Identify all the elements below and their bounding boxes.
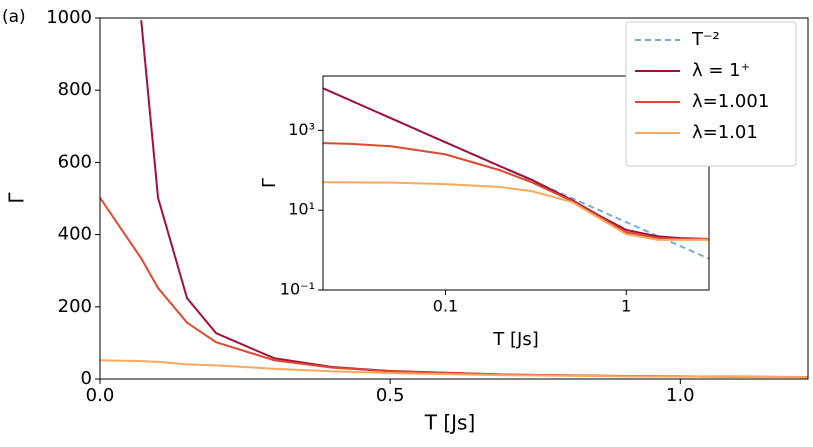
y-axis-label: Γ bbox=[5, 192, 29, 204]
line-series bbox=[323, 87, 709, 240]
y-tick-label: 0 bbox=[81, 368, 92, 389]
x-tick-label: 0.0 bbox=[86, 385, 115, 406]
x-tick-label: 0.1 bbox=[433, 297, 458, 316]
legend-label: T⁻² bbox=[691, 29, 720, 50]
legend-label: λ=1.01 bbox=[692, 122, 758, 143]
y-axis-label: Γ bbox=[259, 178, 280, 188]
x-tick-label: 1 bbox=[621, 297, 631, 316]
y-tick-label: 400 bbox=[58, 224, 92, 245]
y-tick-label: 10¹ bbox=[288, 200, 315, 219]
line-series bbox=[323, 142, 709, 240]
line-series bbox=[100, 359, 808, 379]
y-tick-label: 1000 bbox=[46, 7, 92, 28]
plot-area bbox=[323, 87, 709, 260]
legend-box bbox=[625, 21, 797, 167]
y-tick-label: 10³ bbox=[288, 120, 315, 139]
panel-label: (a) bbox=[2, 7, 26, 27]
y-tick-label: 800 bbox=[58, 79, 92, 100]
axes-frame bbox=[322, 75, 710, 291]
x-axis-label: T [Js] bbox=[492, 329, 538, 350]
plot-area bbox=[100, 20, 808, 379]
line-series bbox=[323, 181, 709, 241]
y-tick-label: 600 bbox=[58, 151, 92, 172]
legend-label: λ=1.001 bbox=[692, 91, 769, 112]
y-tick-label: 10⁻¹ bbox=[280, 280, 315, 299]
x-tick-label: 1.0 bbox=[666, 385, 695, 406]
legend-label: λ = 1⁺ bbox=[692, 60, 750, 81]
x-axis-label: T [Js] bbox=[424, 411, 476, 435]
x-tick-label: 0.5 bbox=[376, 385, 405, 406]
axes-frame bbox=[99, 17, 809, 380]
y-tick-label: 200 bbox=[58, 296, 92, 317]
